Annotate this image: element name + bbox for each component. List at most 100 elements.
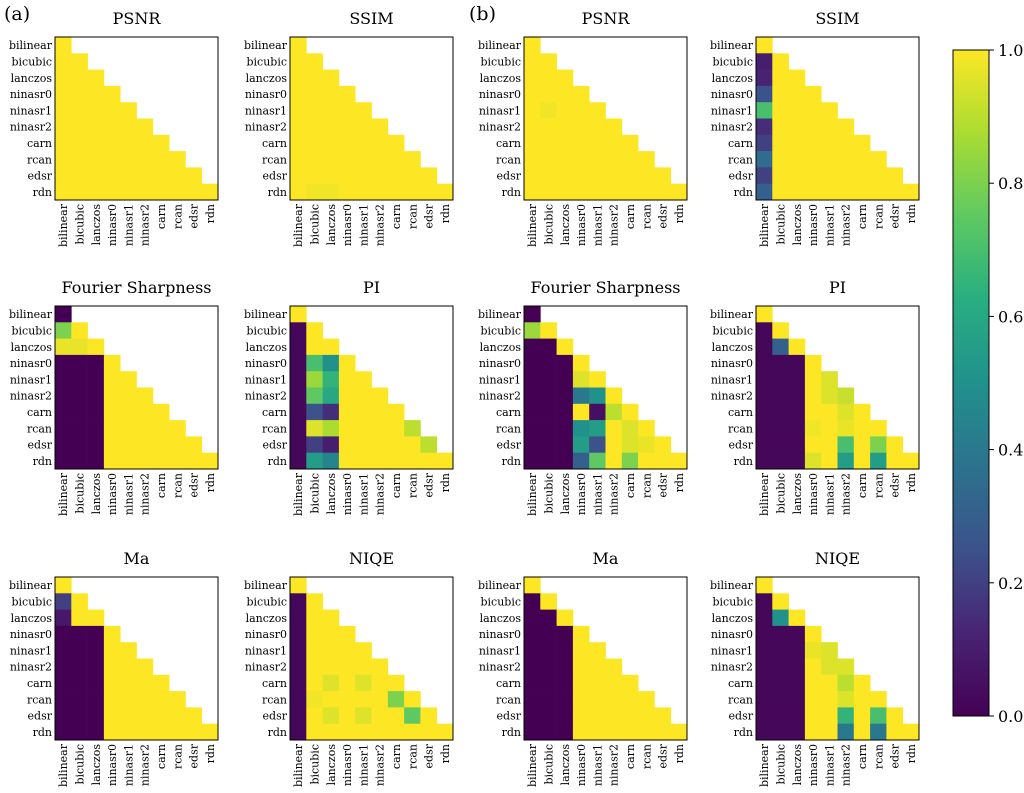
row-tick-label: rcan: [27, 693, 52, 706]
heatmap-cell: [540, 609, 557, 627]
heatmap-cell: [55, 436, 72, 454]
column-tick-label: carn: [624, 744, 637, 769]
heatmap-cell: [290, 625, 307, 643]
colorbar-tick-label: 0.4: [998, 441, 1023, 460]
column-tick-label: bicubic: [73, 204, 86, 245]
heatmap-cell: [338, 723, 356, 741]
heatmap-cell: [756, 723, 773, 741]
heatmap-cell: [756, 609, 773, 627]
row-tick-label: bilinear: [710, 39, 754, 52]
heatmap-cell: [572, 707, 590, 725]
heatmap-cell: [853, 420, 871, 437]
heatmap-cell: [103, 118, 121, 136]
heatmap-cell: [804, 183, 822, 201]
heatmap-cell: [621, 134, 639, 152]
row-tick-label: rdn: [268, 455, 287, 468]
heatmap-cell: [355, 371, 372, 388]
heatmap-cell: [605, 674, 623, 692]
row-tick-label: ninasr1: [10, 644, 52, 657]
heatmap-cell: [371, 707, 389, 725]
heatmap-cell: [756, 674, 773, 692]
row-tick-label: carn: [27, 406, 52, 419]
heatmap-cell: [621, 723, 639, 741]
heatmap-cell: [772, 436, 789, 454]
heatmap-cell: [788, 452, 806, 470]
heatmap-cell: [540, 338, 557, 356]
heatmap-cell: [404, 420, 421, 437]
heatmap-cell: [821, 134, 838, 152]
heatmap-cell: [524, 707, 541, 725]
row-tick-label: ninasr2: [10, 390, 52, 403]
heatmap-cell: [55, 37, 72, 54]
heatmap-cell: [71, 420, 88, 437]
column-tick-label: lanczos: [559, 744, 572, 786]
heatmap-cell: [290, 37, 307, 54]
heatmap-cell: [654, 723, 672, 741]
heatmap-cell: [120, 151, 137, 168]
row-tick-label: ninasr2: [479, 661, 521, 674]
heatmap-cell: [572, 151, 590, 168]
heatmap-cell: [338, 85, 356, 103]
heatmap-1: PSNRbilinearbilinearbicubicbicubiclanczo…: [9, 9, 219, 247]
heatmap-cell: [338, 102, 356, 119]
column-tick-label: carn: [856, 473, 869, 498]
heatmap-cell: [71, 167, 88, 185]
heatmap-cell: [772, 691, 789, 708]
heatmap-cell: [71, 151, 88, 168]
plot-frame: [523, 305, 688, 470]
heatmap-cell: [821, 707, 838, 725]
heatmap-cell: [136, 420, 154, 437]
column-tick-label: ninasr2: [139, 473, 152, 515]
row-tick-label: rcan: [27, 422, 52, 435]
heatmap-cell: [524, 625, 541, 643]
heatmap-cell: [556, 609, 574, 627]
plot-title: PSNR: [113, 9, 162, 28]
column-tick-label: ninasr1: [591, 204, 604, 246]
column-tick-label: ninasr0: [106, 473, 119, 515]
heatmap-cell: [71, 609, 88, 627]
heatmap-cell: [322, 658, 340, 676]
row-tick-label: bilinear: [244, 308, 288, 321]
column-tick-label: ninasr2: [608, 473, 621, 515]
heatmap-cell: [756, 387, 773, 405]
heatmap-cell: [540, 69, 557, 87]
heatmap-cell: [821, 371, 838, 388]
row-tick-label: ninasr2: [245, 390, 287, 403]
heatmap-cell: [355, 151, 372, 168]
heatmap-cell: [169, 691, 186, 708]
heatmap-cell: [71, 658, 88, 676]
row-tick-label: carn: [262, 406, 287, 419]
heatmap-cell: [290, 403, 307, 421]
heatmap-cell: [387, 420, 405, 437]
heatmap-cell: [772, 609, 789, 627]
row-tick-label: carn: [496, 406, 521, 419]
heatmap-cell: [290, 338, 307, 356]
column-tick-label: rdn: [905, 204, 918, 223]
column-tick-label: bilinear: [526, 743, 539, 787]
heatmap-cell: [338, 134, 356, 152]
heatmap-cell: [306, 691, 323, 708]
column-tick-label: lanczos: [791, 473, 804, 515]
heatmap-cell: [120, 436, 137, 454]
heatmap-cell: [756, 69, 773, 87]
heatmap-cell: [169, 151, 186, 168]
row-tick-label: ninasr0: [10, 88, 52, 101]
heatmap-cell: [355, 707, 372, 725]
colorbar-tick-label: 0.6: [998, 307, 1023, 326]
heatmap-cell: [338, 371, 356, 388]
heatmap-cell: [902, 183, 920, 201]
column-tick-label: ninasr1: [823, 204, 836, 246]
heatmap-cell: [169, 183, 186, 201]
heatmap-cell: [87, 403, 105, 421]
row-tick-label: lanczos: [480, 612, 522, 625]
heatmap-cell: [136, 452, 154, 470]
row-tick-label: ninasr1: [479, 373, 521, 386]
heatmap-cell: [870, 183, 887, 201]
heatmap-cell: [185, 452, 203, 470]
heatmap-cell: [886, 183, 904, 201]
heatmap-cell: [387, 134, 405, 152]
column-tick-label: ninasr1: [823, 473, 836, 515]
heatmap-cell: [540, 642, 557, 659]
heatmap-cell: [540, 723, 557, 741]
heatmap-cell: [387, 403, 405, 421]
